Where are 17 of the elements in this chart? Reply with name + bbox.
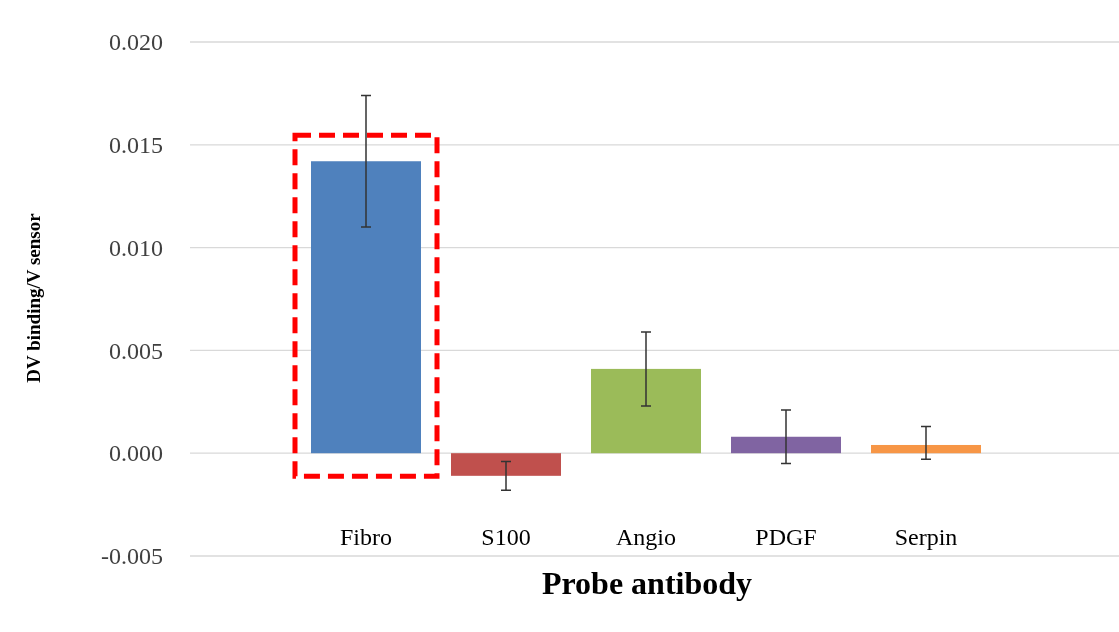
y-tick-label: -0.005 — [101, 543, 163, 570]
x-tick-label: PDGF — [755, 524, 817, 550]
bar — [451, 453, 561, 476]
y-axis-title: DV binding/V sensor — [23, 212, 44, 383]
x-tick-label: Fibro — [339, 524, 393, 550]
bar — [731, 436, 841, 454]
y-tick-label: 0.010 — [109, 234, 163, 261]
bar — [591, 368, 701, 454]
x-tick-label: S100 — [481, 524, 531, 550]
x-tick-label: Serpin — [894, 524, 958, 550]
bar — [871, 444, 981, 454]
x-tick-label: Angio — [616, 524, 676, 550]
y-tick-label: 0.020 — [109, 29, 163, 56]
y-tick-label: 0.015 — [109, 131, 163, 158]
y-tick-label: 0.000 — [109, 440, 163, 467]
y-tick-label: 0.005 — [109, 337, 163, 364]
x-axis-title: Probe antibody — [541, 565, 753, 601]
